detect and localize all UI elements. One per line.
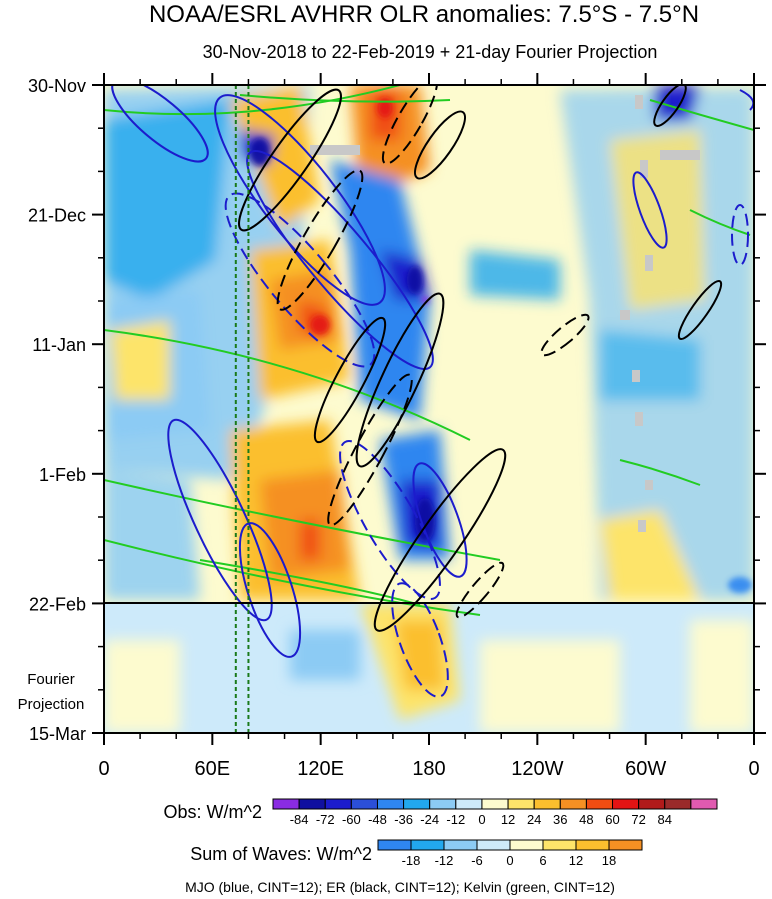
colorbar-level-label: -60 [342,812,361,827]
colorbar-swatch [639,799,665,809]
colorbar-swatch [411,840,444,850]
colorbar-level-label: 6 [539,853,546,868]
colorbar-swatch [325,799,351,809]
y-tick-label: 22-Feb [29,594,86,614]
olr-hovmoller-figure: NOAA/ESRL AVHRR OLR anomalies: 7.5°S - 7… [0,0,772,899]
colorbar-level-label: 60 [605,812,619,827]
x-tick-label: 0 [98,758,109,780]
colorbar-swatch [586,799,612,809]
colorbar-level-label: -72 [316,812,335,827]
colorbar-level-label: -6 [471,853,483,868]
projection-label-line1: Fourier [27,671,75,688]
x-tick-label: 60W [625,758,666,780]
footer-legend: MJO (blue, CINT=12); ER (black, CINT=12)… [185,879,615,895]
colorbar-swatch [351,799,377,809]
projection-field [104,603,754,733]
colorbar-swatch [510,840,543,850]
waves-colorbar: -18 -12 -6 0 6 12 18 [378,840,642,868]
colorbar-swatch [477,840,510,850]
colorbar-level-label: 72 [631,812,645,827]
colorbar-swatch [377,799,403,809]
colorbar-swatch [508,799,534,809]
colorbar-swatch [691,799,717,809]
x-tick-label: 120E [297,758,344,780]
y-tick-label: 15-Mar [29,724,86,744]
colorbar-swatch [609,840,642,850]
y-tick-label: 11-Jan [32,335,86,355]
colorbar-swatch [273,799,299,809]
obs-colorbar-label: Obs: W/m^2 [164,802,262,822]
colorbar-swatch [576,840,609,850]
colorbar-swatch [444,840,477,850]
plot-area [101,66,754,733]
colorbar-level-label: 48 [579,812,593,827]
colorbar-level-label: -48 [368,812,387,827]
projection-label-line2: Projection [18,696,85,713]
colorbar-swatch [378,840,411,850]
x-tick-label: 180 [412,758,445,780]
colorbar-level-label: -84 [290,812,309,827]
y-tick-label: 1-Feb [39,465,86,485]
colorbar-swatch [456,799,482,809]
colorbar-level-label: -18 [402,853,421,868]
obs-colorbar: -84 -72 -60 -48 -36 -24 -12 0 12 24 36 48 60 72 84 [273,799,717,827]
colorbar-level-label: 18 [602,853,616,868]
colorbar-swatch [560,799,586,809]
colorbar-level-label: 36 [553,812,567,827]
colorbar-level-label: 0 [506,853,513,868]
colorbar-swatch [430,799,456,809]
colorbar-level-label: -36 [394,812,413,827]
colorbar-level-label: 84 [658,812,672,827]
colorbar-swatch [482,799,508,809]
colorbar-swatch [665,799,691,809]
chart-title: NOAA/ESRL AVHRR OLR anomalies: 7.5°S - 7… [149,1,699,28]
colorbar-level-label: -12 [446,812,465,827]
colorbar-level-label: -12 [435,853,454,868]
colorbar-swatch [404,799,430,809]
colorbar-level-label: 12 [501,812,515,827]
colorbar-level-label: -24 [420,812,439,827]
y-tick-label: 21-Dec [28,206,86,226]
colorbar-swatch [613,799,639,809]
colorbar-swatch [299,799,325,809]
x-tick-label: 60E [195,758,231,780]
waves-colorbar-label: Sum of Waves: W/m^2 [190,844,372,864]
colorbar-swatch [534,799,560,809]
colorbar-level-label: 0 [478,812,485,827]
y-tick-label: 30-Nov [28,76,86,96]
colorbar-swatch [543,840,576,850]
chart-subtitle: 30-Nov-2018 to 22-Feb-2019 + 21-day Four… [203,42,658,62]
x-tick-label: 0 [748,758,759,780]
x-tick-label: 120W [511,758,563,780]
colorbar-level-label: 24 [527,812,541,827]
colorbar-level-label: 12 [569,853,583,868]
